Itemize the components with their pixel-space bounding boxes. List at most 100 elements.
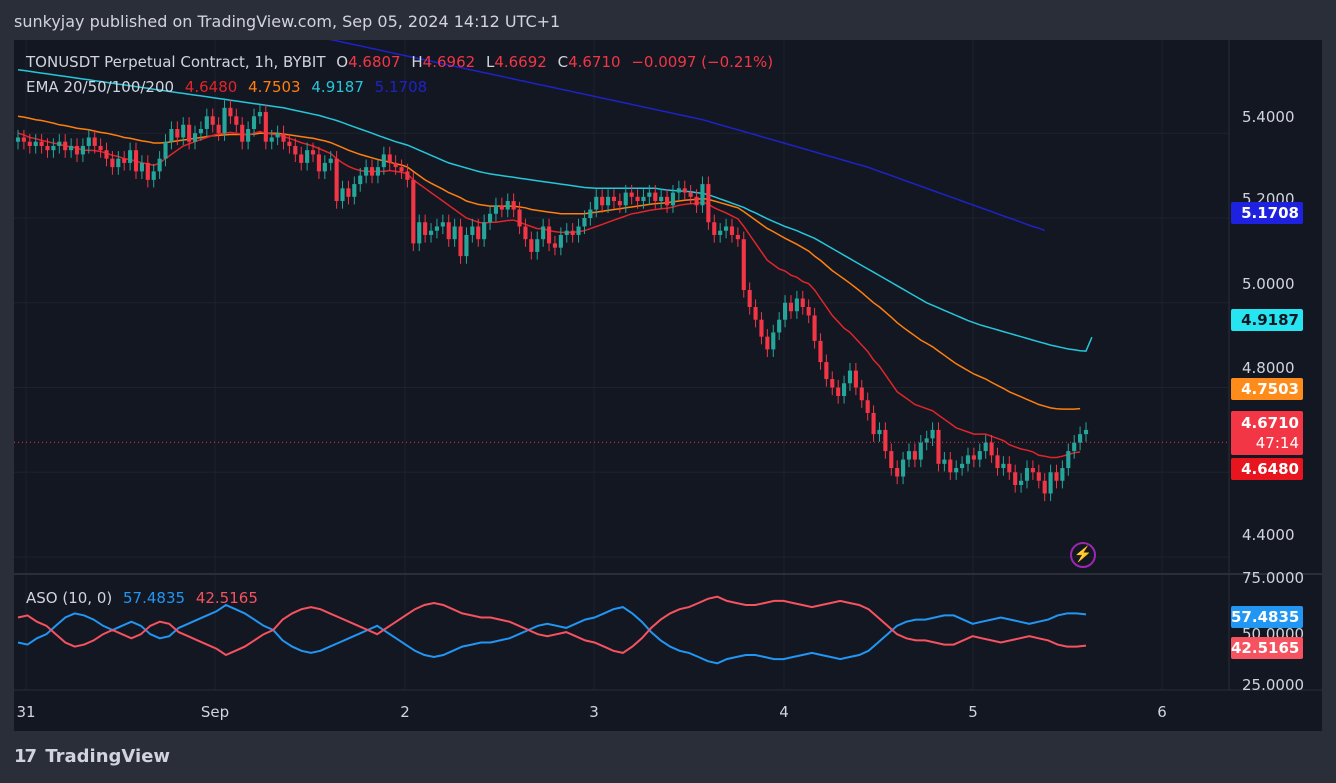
candle-body (865, 400, 870, 413)
candle-body (1001, 463, 1006, 469)
candle-body (157, 158, 162, 172)
candle-body (1019, 480, 1024, 485)
candle-body (582, 218, 587, 227)
candle-body (417, 222, 422, 244)
candle-body (635, 196, 640, 202)
candle-countdown: 47:14 (1255, 434, 1299, 452)
candle-body (263, 112, 268, 142)
aso-tick-label: 25.0000 (1242, 676, 1305, 694)
candle-body (92, 137, 97, 146)
candle-body (440, 222, 445, 227)
candle-body (74, 145, 80, 155)
candle-body (788, 302, 794, 312)
candle-body (771, 332, 776, 350)
candle-body (80, 145, 85, 155)
candle-body (328, 158, 333, 163)
candle-body (411, 179, 416, 244)
high-value: 4.6962 (422, 53, 476, 71)
ema200-badge: 5.1708 (1231, 202, 1303, 224)
candle-body (670, 192, 676, 206)
candle-body (960, 463, 965, 469)
candle-body (924, 438, 929, 443)
candle-body (830, 379, 835, 388)
aso-label: ASO (10, 0) (26, 589, 113, 607)
candle-body (15, 137, 21, 142)
candle-body (954, 468, 959, 473)
candle-body (222, 107, 227, 134)
candle-body (364, 167, 369, 176)
candle-body (617, 201, 622, 206)
candle-body (965, 455, 971, 464)
x-tick-label: 2 (400, 703, 410, 721)
candle-body (369, 167, 375, 176)
candle-body (57, 141, 62, 146)
symbol-label: TONUSDT Perpetual Contract, 1h, BYBIT (26, 53, 326, 71)
candle-body (470, 226, 475, 235)
candle-body (853, 370, 858, 388)
aso-tick-label: 75.0000 (1242, 569, 1305, 587)
low-value: 4.6692 (494, 53, 547, 71)
candle-body (122, 158, 127, 163)
candle-body (706, 184, 711, 223)
candle-body (588, 209, 593, 218)
lightning-icon[interactable]: ⚡ (1070, 542, 1096, 568)
candle-body (1066, 451, 1071, 469)
candle-body (246, 129, 251, 142)
candle-body (747, 290, 752, 307)
y-tick-label: 5.0000 (1242, 275, 1295, 293)
ema20-value: 4.6480 (184, 78, 238, 96)
candle-body (576, 226, 581, 235)
aso-bear-line (17, 595, 1087, 657)
candle-body (216, 124, 221, 134)
open-value: 4.6807 (348, 53, 401, 71)
candle-body (688, 192, 693, 197)
chart-frame[interactable]: TONUSDT Perpetual Contract, 1h, BYBIT O4… (14, 40, 1322, 731)
candle-body (128, 150, 133, 163)
candle-body (493, 205, 499, 214)
candle-body (824, 362, 829, 380)
ema20-line (17, 130, 1081, 459)
candle-body (623, 192, 628, 206)
candle-body (511, 201, 516, 210)
last-price-badge: 4.6710 47:14 (1231, 411, 1303, 455)
candle-body (806, 307, 811, 316)
y-tick-label: 5.4000 (1242, 108, 1295, 126)
candle-body (1060, 468, 1065, 481)
candle-body (694, 196, 699, 206)
candle-body (712, 222, 717, 235)
ema200-line (329, 40, 1045, 232)
aso-legend: ASO (10, 0) 57.4835 42.5165 (26, 589, 258, 607)
candle-body (151, 171, 156, 180)
candle-body (906, 451, 912, 460)
candle-body (971, 455, 976, 460)
ema20-badge: 4.6480 (1231, 458, 1303, 480)
ema-label: EMA 20/50/100/200 (26, 78, 175, 96)
candle-body (529, 239, 534, 252)
candle-body (546, 226, 552, 244)
candle-body (310, 150, 316, 155)
candle-body (659, 196, 664, 202)
candle-body (1007, 463, 1012, 473)
candle-body (818, 340, 823, 363)
candle-body (133, 150, 139, 172)
candle-body (629, 192, 634, 197)
brand-name: TradingView (45, 746, 171, 767)
ema50-line (17, 115, 1081, 410)
candle-body (1030, 468, 1035, 473)
candle-body (269, 137, 274, 142)
candle-body (405, 171, 410, 180)
chart-canvas[interactable] (14, 40, 1322, 731)
candle-body (305, 150, 310, 163)
candle-body (901, 459, 906, 477)
tradingview-logo-icon: 17 (14, 746, 37, 767)
tradingview-brand[interactable]: 17 TradingView (14, 746, 170, 767)
candle-body (800, 298, 805, 307)
candle-body (871, 412, 876, 435)
low-label: L (485, 53, 495, 71)
candle-body (322, 162, 327, 172)
candle-body (251, 116, 257, 129)
candle-body (428, 230, 434, 235)
candle-body (86, 137, 91, 146)
candle-body (594, 196, 599, 210)
candle-body (741, 239, 746, 291)
